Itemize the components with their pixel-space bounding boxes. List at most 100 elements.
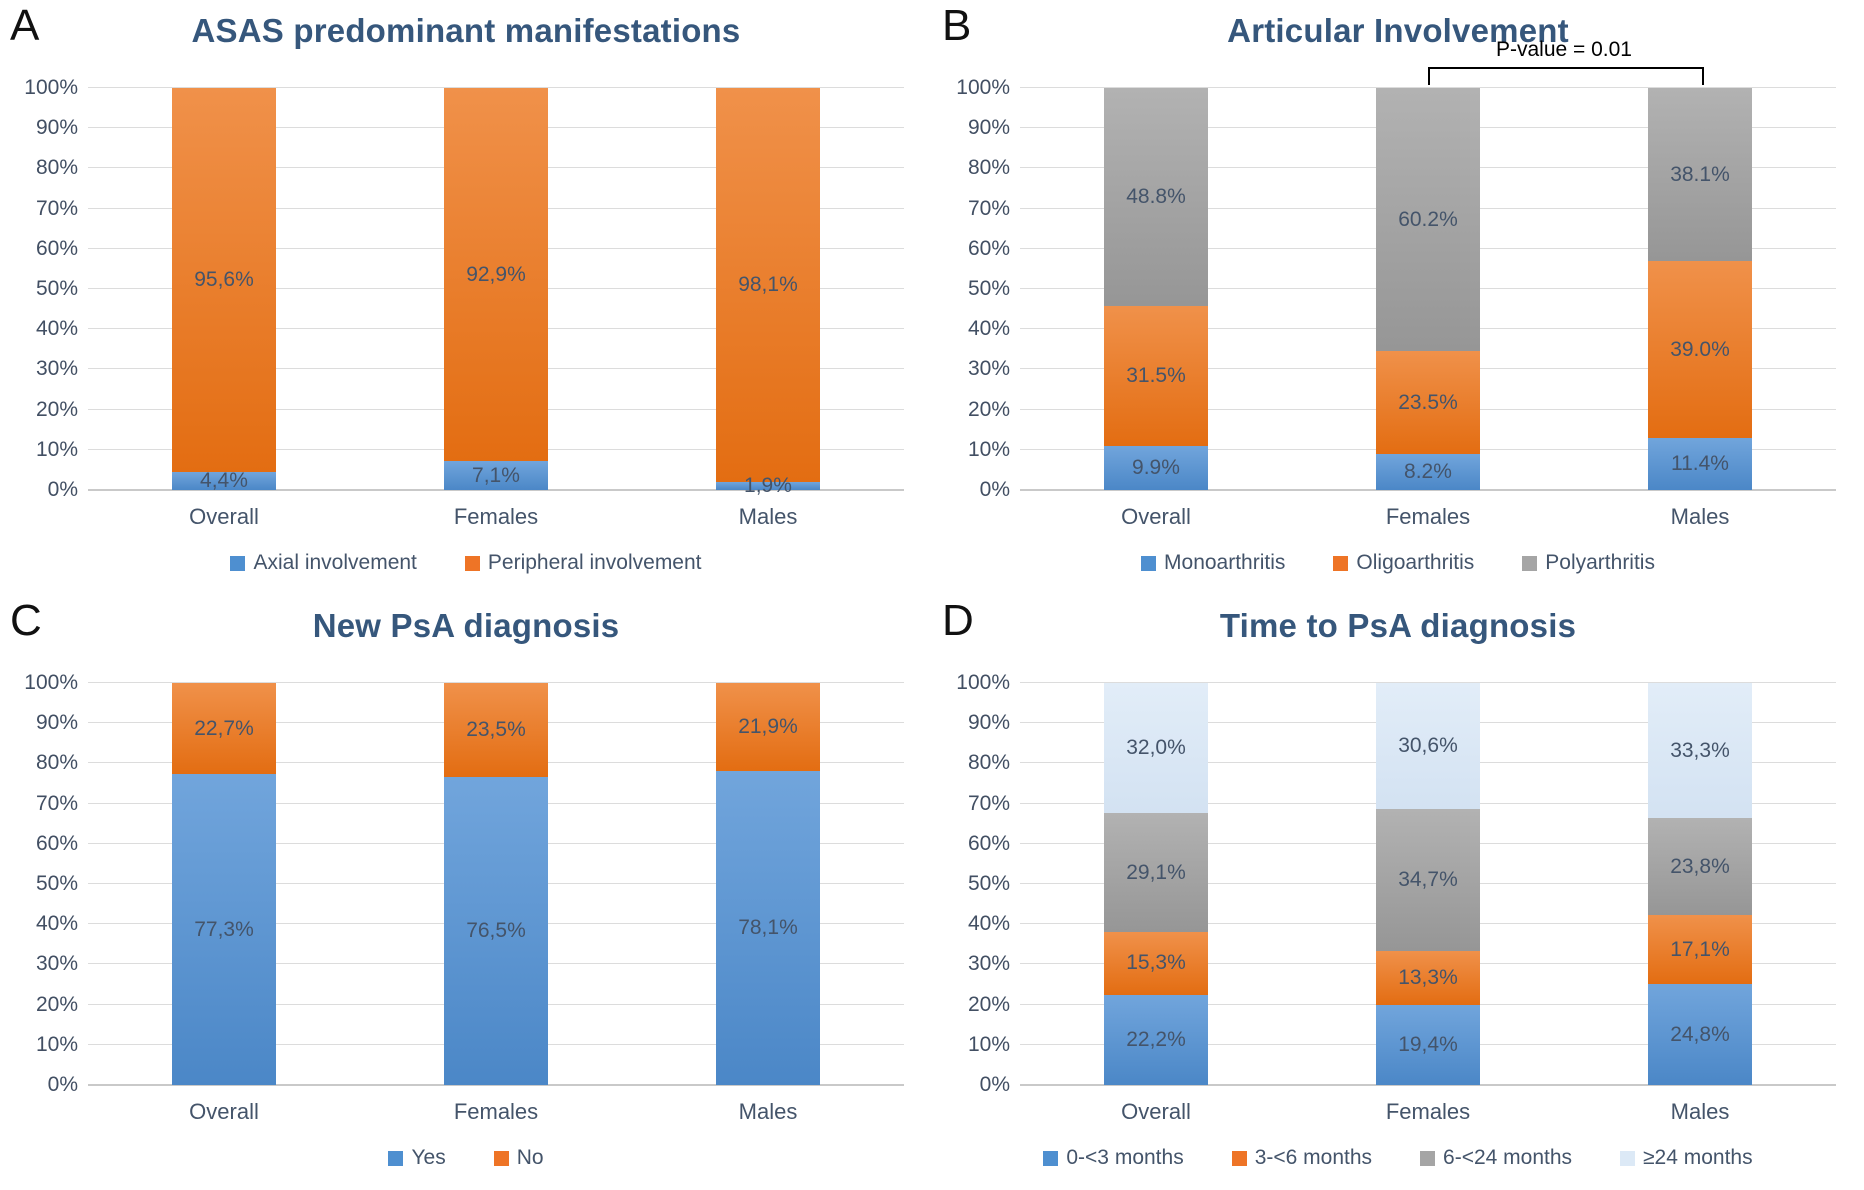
bar-segment	[1375, 1005, 1480, 1085]
stacked-bar-males: 24,8% 17,1% 23,8% 33,3%	[1647, 683, 1752, 1085]
y-tick-label: 60%	[967, 236, 1010, 260]
bar-segment-label: 13,3%	[1398, 966, 1458, 990]
bar-segment-label: 11.4%	[1670, 452, 1729, 476]
y-tick-label: 30%	[35, 952, 78, 976]
y-tick-label: 20%	[967, 397, 1010, 421]
y-tick-label: 80%	[967, 156, 1010, 180]
bar-segment	[1647, 438, 1752, 490]
bar-segment	[443, 461, 548, 490]
legend-label: Monoarthritis	[1164, 551, 1286, 574]
y-tick-label: 30%	[35, 357, 78, 381]
legend-label: Oligoarthritis	[1356, 551, 1475, 574]
bar-slot: 77,3% 22,7%	[88, 683, 360, 1085]
category-label: Overall	[189, 1099, 259, 1124]
pvalue-bracket	[1428, 67, 1704, 85]
bar-segment-label: 60.2%	[1398, 207, 1458, 231]
legend: Axial involvement Peripheral involvement	[0, 551, 932, 575]
orange-legend-swatch-icon	[464, 555, 480, 571]
bar-segment-label: 19,4%	[1398, 1033, 1458, 1057]
legend-item: Yes	[388, 1146, 446, 1170]
bar-segment	[1647, 818, 1752, 915]
bar-segment	[1375, 683, 1480, 809]
bar-segment-label: 9.9%	[1132, 455, 1180, 479]
stacked-bar-overall: 4,4% 95,6%	[171, 88, 276, 492]
legend-item: Monoarthritis	[1141, 551, 1285, 575]
category-label: Males	[1670, 504, 1730, 529]
y-tick-label: 50%	[35, 872, 78, 895]
panel-letter: D	[942, 596, 974, 645]
y-tick-label: 10%	[967, 1032, 1010, 1056]
bar-segment-label: 23,5%	[466, 718, 526, 742]
legend-label: 0-<3 months	[1066, 1146, 1184, 1169]
bar-segment	[1375, 351, 1480, 455]
legend-item: 6-<24 months	[1420, 1146, 1572, 1170]
legend-item: Oligoarthritis	[1333, 551, 1474, 575]
bar-segment-label: 76,5%	[466, 919, 526, 943]
y-tick-label: 50%	[967, 872, 1010, 895]
stacked-bar-males: 78,1% 21,9%	[715, 683, 820, 1085]
y-tick-label: 30%	[967, 952, 1010, 976]
y-tick-label: 50%	[35, 277, 78, 300]
y-tick-label: 70%	[967, 196, 1010, 220]
y-tick-label: 40%	[967, 317, 1010, 341]
bar-segment	[1103, 305, 1208, 446]
panel-letter: A	[10, 1, 40, 50]
bar-segment	[171, 774, 276, 1085]
chart-panel-d: D Time to PsA diagnosis 100% 90% 80% 70% 60%…	[932, 595, 1864, 1190]
bar-slot: 76,5% 23,5%	[360, 683, 632, 1085]
gridline	[1020, 682, 1836, 683]
category-label: Males	[1670, 1099, 1730, 1124]
bar-segment	[1375, 950, 1480, 1006]
bar-slot: 4,4% 95,6%	[88, 88, 360, 492]
chart-panel-a: A ASAS predominant manifestations 100% 90…	[0, 0, 932, 595]
legend-item: Polyarthritis	[1522, 551, 1655, 575]
y-tick-label: 90%	[35, 711, 78, 735]
legend-item: Peripheral involvement	[464, 551, 702, 575]
legend: Monoarthritis Oligoarthritis Polyarthritis	[932, 551, 1864, 575]
bar-segment	[1375, 88, 1480, 352]
legend-label: Axial involvement	[253, 551, 417, 574]
panel-letter: B	[942, 1, 972, 50]
y-axis: 100% 90% 80% 70% 60% 50% 40% 30% 20% 10% 0%	[0, 671, 88, 1096]
bar-segment	[443, 683, 548, 778]
bar-segment	[1103, 813, 1208, 933]
bar-segment-label: 92,9%	[466, 262, 526, 286]
legend-label: ≥24 months	[1643, 1146, 1753, 1169]
y-tick-label: 80%	[35, 751, 78, 775]
stacked-bar-females: 7,1% 92,9%	[443, 88, 548, 490]
lightblue-legend-swatch-icon	[1620, 1150, 1636, 1166]
bar-slot: 22,2% 15,3% 29,1% 32,0%	[1020, 683, 1292, 1085]
bar-slot: 19,4% 13,3% 34,7% 30,6%	[1292, 683, 1564, 1085]
bar-segment	[715, 771, 820, 1085]
chart-area: 100% 90% 80% 70% 60% 50% 40% 30% 20% 10% 0% 77,3% 2…	[0, 671, 932, 1096]
y-tick-label: 80%	[35, 156, 78, 180]
bar-slot: 9.9% 31.5% 48.8%	[1020, 88, 1292, 490]
bar-segment-label: 33,3%	[1670, 738, 1730, 762]
category-label: Males	[738, 1099, 798, 1124]
bar-segment-label: 1,9%	[744, 474, 792, 498]
y-tick-label: 100%	[24, 671, 78, 694]
bar-segment-label: 98,1%	[738, 273, 798, 297]
bar-segment-label: 34,7%	[1398, 867, 1458, 891]
legend-label: Yes	[411, 1146, 446, 1169]
bar-segment-label: 32,0%	[1126, 736, 1186, 760]
legend-label: Polyarthritis	[1545, 551, 1655, 574]
plot-area: 22,2% 15,3% 29,1% 32,0% 19,4% 13,3% 34,7% 30,6%…	[1020, 682, 1836, 1086]
category-label: Females	[1385, 504, 1471, 529]
y-tick-label: 0%	[979, 478, 1010, 501]
category-axis: Overall Females Males	[88, 504, 904, 530]
bar-segment	[1103, 445, 1208, 490]
y-tick-label: 40%	[967, 912, 1010, 936]
bar-segment-label: 15,3%	[1126, 951, 1186, 975]
bar-segment	[1103, 683, 1208, 814]
bar-segment-label: 30,6%	[1398, 733, 1458, 757]
blue-legend-swatch-icon	[1141, 555, 1157, 571]
bar-segment-label: 39.0%	[1670, 337, 1730, 361]
bar-segment-label: 21,9%	[738, 715, 798, 739]
y-axis: 100% 90% 80% 70% 60% 50% 40% 30% 20% 10% 0%	[932, 76, 1020, 501]
bar-segment	[715, 482, 820, 490]
stacked-bar-males: 1,9% 98,1%	[715, 88, 820, 497]
y-tick-label: 100%	[956, 671, 1010, 694]
bar-segment	[715, 88, 820, 483]
bar-segment	[1103, 994, 1208, 1085]
